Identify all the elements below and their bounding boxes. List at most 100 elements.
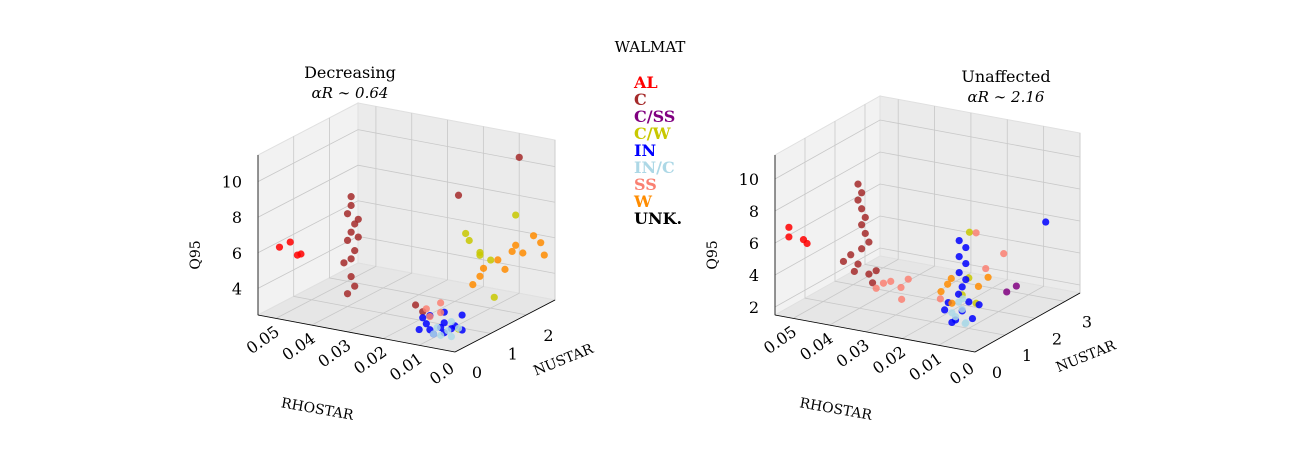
- grid-line-x: [347, 119, 448, 333]
- point-cw: [487, 256, 495, 264]
- point-al: [803, 239, 811, 248]
- point-in: [962, 243, 970, 252]
- point-c: [854, 196, 862, 204]
- point-in: [955, 268, 963, 277]
- z-tick-label: 6: [232, 244, 242, 263]
- point-c: [351, 247, 359, 255]
- left-panel-title: Decreasing: [304, 63, 396, 82]
- point-c: [347, 201, 355, 210]
- point-in: [955, 252, 963, 261]
- axes-box: 0.050.040.030.020.01 0.0 0 1 2 3 2 4 6 8 10 RHOSTAR…: [705, 95, 1119, 424]
- point-in: [941, 306, 949, 314]
- point-ss: [1000, 250, 1008, 258]
- point-c: [865, 270, 873, 278]
- point-ss: [972, 229, 980, 237]
- point-cw: [476, 251, 484, 259]
- grid-line-y: [804, 138, 1006, 336]
- scatter-points: [785, 180, 1050, 328]
- point-c: [351, 282, 359, 290]
- point-cw: [462, 229, 470, 238]
- grid-line-x: [829, 106, 935, 326]
- point-css: [1003, 288, 1011, 296]
- y-axis-label: NUSTAR: [531, 341, 596, 380]
- grid-line-y: [864, 104, 1066, 302]
- point-c: [872, 267, 880, 275]
- grid-line-z: [257, 164, 556, 218]
- grid-line-x: [902, 119, 1008, 339]
- point-ss: [422, 305, 430, 313]
- point-c: [858, 221, 866, 229]
- point-al: [275, 243, 284, 251]
- point-c: [454, 191, 463, 199]
- point-in: [968, 314, 977, 323]
- legend-item-css: C/SS: [634, 107, 676, 126]
- point-ss: [872, 284, 880, 292]
- point-c: [861, 229, 869, 238]
- point-w: [469, 280, 477, 289]
- point-w: [937, 288, 945, 296]
- x-tick-label: 0.02: [350, 342, 390, 378]
- point-ss: [897, 283, 905, 292]
- grid-line-x: [792, 99, 899, 319]
- point-inc: [961, 320, 969, 328]
- point-in: [958, 283, 966, 291]
- point-c: [858, 189, 866, 197]
- point-w: [974, 282, 983, 290]
- right-3d-scatter: 0.050.040.030.020.01 0.0 0 1 2 3 2 4 6 8 10 RHOSTAR…: [705, 95, 1119, 424]
- point-c: [515, 153, 523, 161]
- point-w: [519, 249, 527, 257]
- right-panel-subtitle: αR ∼ 2.16: [967, 88, 1045, 106]
- scatter-points: [275, 153, 548, 341]
- z-tick-label: 4: [232, 279, 242, 298]
- point-c: [343, 236, 352, 244]
- point-inc: [454, 324, 463, 332]
- point-cw: [465, 236, 473, 245]
- point-c: [854, 180, 862, 188]
- grid-line-y: [329, 117, 527, 316]
- point-c: [411, 301, 420, 309]
- point-ss: [982, 264, 990, 273]
- y-tick-label: 1: [1022, 346, 1032, 365]
- point-w: [529, 232, 538, 240]
- point-al: [785, 223, 793, 231]
- point-c: [865, 238, 873, 246]
- point-ss: [904, 275, 912, 283]
- point-c: [347, 255, 355, 263]
- point-w: [984, 273, 992, 281]
- legend-item-inc: IN/C: [634, 158, 675, 177]
- point-ss: [437, 299, 445, 307]
- point-cw: [512, 211, 520, 219]
- point-c: [347, 193, 355, 201]
- point-cw: [965, 228, 974, 236]
- point-inc: [433, 323, 441, 332]
- point-cw: [490, 293, 498, 301]
- x-tick-label: 0.03: [314, 335, 354, 371]
- point-inc: [948, 309, 956, 317]
- point-al: [286, 238, 294, 246]
- point-ss: [426, 312, 434, 321]
- point-w: [501, 265, 509, 273]
- z-tick-label: 4: [749, 266, 759, 285]
- x-tick-label: 0.03: [833, 335, 873, 371]
- x-tick-label: 0.04: [279, 329, 319, 365]
- grid-line-x: [311, 113, 413, 326]
- point-w: [948, 299, 956, 307]
- z-tick-label: 8: [232, 208, 242, 227]
- point-in: [962, 259, 970, 268]
- point-in: [948, 318, 956, 327]
- point-inc: [444, 327, 452, 335]
- point-w: [508, 247, 516, 256]
- point-w: [476, 272, 484, 280]
- z-tick-label: 2: [749, 298, 759, 317]
- grid-line-z: [774, 215, 1081, 276]
- point-c: [868, 279, 877, 287]
- point-c: [354, 215, 362, 223]
- point-in: [458, 311, 466, 319]
- point-c: [340, 259, 348, 267]
- point-css: [1012, 282, 1020, 290]
- y-axis-line: [974, 292, 1081, 353]
- point-ss: [437, 308, 445, 317]
- point-ss: [898, 295, 906, 303]
- point-c: [850, 267, 858, 276]
- y-tick-label: 0: [992, 363, 1002, 382]
